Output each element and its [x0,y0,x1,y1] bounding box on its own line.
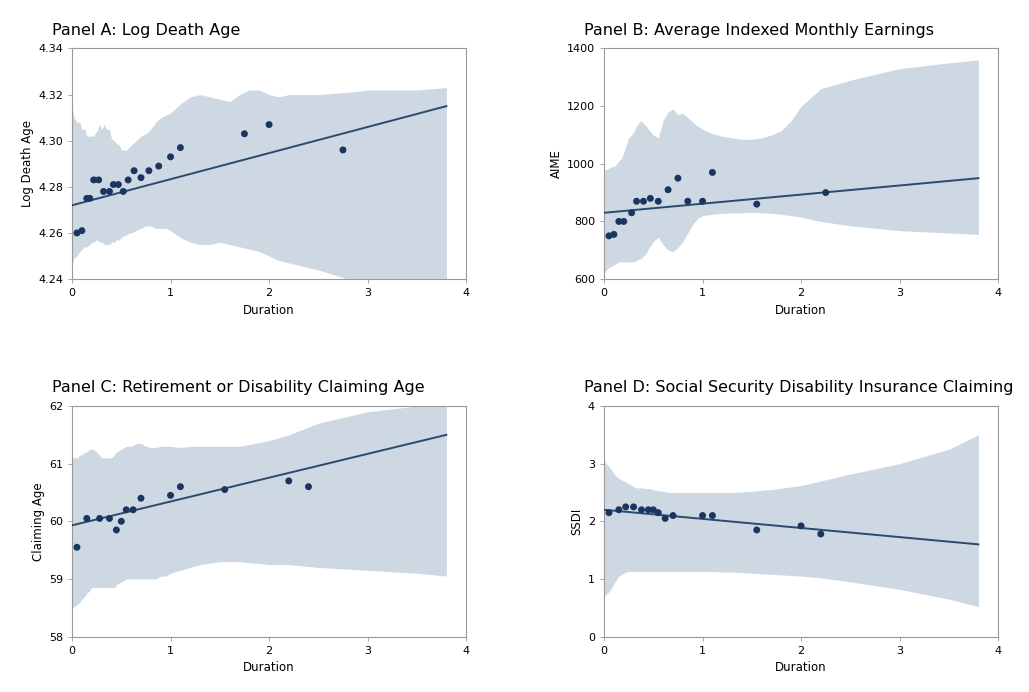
Point [645,504,662,516]
Y-axis label: Claiming Age: Claiming Age [32,482,44,561]
Point [626,502,642,513]
Point [78,193,95,204]
Point [172,481,188,492]
Point [74,225,91,236]
Point [640,504,657,516]
Point [126,165,142,176]
Point [216,484,233,495]
X-axis label: Duration: Duration [775,662,827,674]
Text: Panel C: Retirement or Disability Claiming Age: Panel C: Retirement or Disability Claimi… [52,380,425,395]
Point [108,525,125,536]
Point [813,529,829,540]
Point [601,230,617,242]
Point [163,490,179,501]
Point [695,196,711,207]
Point [133,172,149,183]
Point [91,174,107,185]
Point [704,510,720,521]
Point [657,513,673,524]
Point [105,179,121,190]
Point [113,516,130,527]
Point [610,216,627,227]
Point [670,173,686,184]
Point [69,228,85,239]
X-axis label: Duration: Duration [243,304,295,317]
Y-axis label: AIME: AIME [549,149,563,179]
Point [650,196,667,207]
Point [300,481,317,492]
Point [101,513,117,524]
Point [237,128,253,139]
Point [635,196,651,207]
Point [601,507,617,518]
Point [101,186,117,197]
Point [617,502,634,513]
Text: Panel D: Social Security Disability Insurance Claiming: Panel D: Social Security Disability Insu… [584,380,1014,395]
Point [624,208,640,219]
Point [115,186,132,197]
Point [69,542,85,553]
Point [650,507,667,518]
Point [817,187,833,198]
Point [748,525,765,536]
Point [633,504,649,516]
Point [92,513,108,524]
Point [96,186,112,197]
Point [642,193,659,204]
Point [110,179,127,190]
Point [793,520,810,531]
Point [281,475,297,486]
Point [748,199,765,210]
Point [150,161,167,172]
Point [260,119,277,130]
Point [78,513,95,524]
Point [172,142,188,153]
X-axis label: Duration: Duration [243,662,295,674]
Point [665,510,681,521]
Point [679,196,696,207]
X-axis label: Duration: Duration [775,304,827,317]
Text: Panel A: Log Death Age: Panel A: Log Death Age [52,23,241,37]
Point [118,504,135,516]
Point [660,184,676,195]
Point [85,174,102,185]
Y-axis label: Log Death Age: Log Death Age [21,120,34,208]
Point [629,196,645,207]
Text: Panel B: Average Indexed Monthly Earnings: Panel B: Average Indexed Monthly Earning… [584,23,934,37]
Point [133,493,149,504]
Point [141,165,157,176]
Point [163,152,179,163]
Point [704,167,720,178]
Point [120,174,137,185]
Point [610,504,627,516]
Point [615,216,632,227]
Point [81,193,98,204]
Y-axis label: SSDI: SSDI [571,508,583,535]
Point [695,510,711,521]
Point [334,145,351,156]
Point [606,229,623,240]
Point [125,504,141,516]
